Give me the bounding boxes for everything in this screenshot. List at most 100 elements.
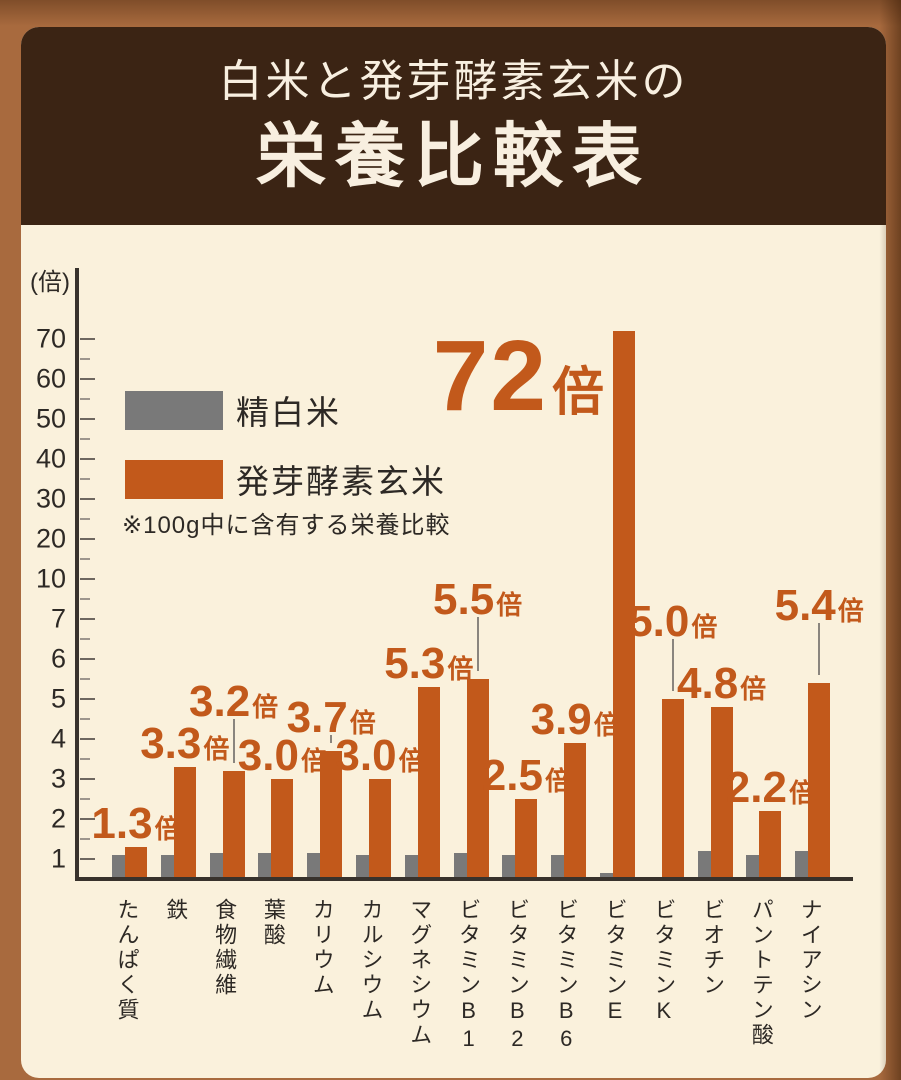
y-tick-major [80,458,95,460]
bar-white-rice [258,853,274,879]
bar-brown-rice [710,707,733,879]
legend-label-brown-rice: 発芽酵素玄米 [236,463,446,500]
y-tick-major [80,498,95,500]
bar-value-label: 2.5 倍 [481,751,571,801]
highlight-value-label: 72 倍 [432,320,604,432]
bar-white-rice [600,873,615,879]
y-tick-minor [80,358,90,360]
header: 白米と発芽酵素玄米の 栄養比較表 [21,27,886,225]
y-tick-label: 20 [35,523,66,554]
category-label: ビタミンE [602,898,628,1026]
category-label: マグネシウム [407,898,433,1048]
bar-white-rice [356,855,371,879]
y-tick-label: 7 [50,603,66,634]
category-label: カリウム [309,898,335,998]
bar-value-label: 3.0 倍 [335,731,425,781]
bar-value-label: 3.7 倍 [286,693,376,743]
bar-value-label: 1.3 倍 [91,799,181,849]
bar-white-rice [502,855,518,879]
y-tick-label: 5 [50,683,66,714]
bar-brown-rice [271,779,294,879]
bar-brown-rice [564,743,587,879]
page-title: 栄養比較表 [256,116,651,195]
label-connector-line [476,617,479,671]
y-tick-major [80,738,95,740]
y-tick-label: 3 [50,763,66,794]
y-axis-unit-label: (倍) [30,269,70,296]
label-connector-line [232,719,235,763]
bar-brown-rice [515,799,538,879]
category-label: 食物繊維 [212,898,238,998]
bar-white-rice [112,855,127,879]
bar-value-label: 3.2 倍 [189,677,279,727]
y-tick-major [80,578,95,580]
category-label: ビタミンB6 [553,898,579,1054]
bar-brown-rice [759,811,782,879]
content-panel: 白米と発芽酵素玄米の 栄養比較表 [21,27,886,1078]
bar-value-label: 4.8 倍 [677,659,767,709]
y-tick-label: 10 [35,563,66,594]
bar-brown-rice [320,751,343,879]
label-connector-line [818,623,821,675]
bar-value-label: 5.0 倍 [628,597,718,647]
bar-brown-rice [808,683,831,879]
bar-brown-rice [369,779,391,879]
bar-white-rice [209,853,225,879]
legend-item-brown-rice: 発芽酵素玄米 [125,455,446,503]
y-tick-major [80,538,95,540]
bar-value-label: 3.0 倍 [237,731,327,781]
bar-white-rice [697,851,713,879]
category-label: 鉄 [163,898,189,923]
y-tick-major [80,658,95,660]
bar-brown-rice [613,331,635,879]
bar-white-rice [307,853,323,879]
category-label: 葉酸 [260,898,286,948]
y-tick-label: 2 [50,803,66,834]
y-tick-minor [80,558,90,560]
title-subtitle: 白米と発芽酵素玄米の [218,56,689,106]
y-tick-minor [80,758,90,760]
y-axis-line [75,268,79,881]
y-tick-major [80,378,95,380]
category-label: ビタミンK [651,898,677,1026]
bar-white-rice [404,855,420,879]
y-tick-major [80,818,95,820]
bar-value-label: 5.4 倍 [774,581,864,631]
y-tick-major [80,778,95,780]
legend-swatch-brown-rice [125,459,223,499]
y-tick-minor [80,518,90,520]
category-label: たんぱく質 [114,898,140,1023]
category-label: ビタミンB1 [456,898,482,1054]
y-tick-minor [80,838,90,840]
y-tick-label: 4 [50,723,66,754]
bar-brown-rice [125,847,147,879]
x-axis-line [75,877,853,881]
y-tick-minor [80,718,90,720]
legend: 精白米 発芽酵素玄米 [125,386,446,503]
y-tick-major [80,338,95,340]
bar-white-rice [746,855,762,879]
y-tick-minor [80,798,90,800]
y-tick-label: 60 [35,363,66,394]
category-label: ビタミンB2 [504,898,530,1054]
bar-value-label: 5.5 倍 [433,575,523,625]
label-connector-line [330,735,333,743]
label-connector-line [671,639,674,691]
y-tick-label: 70 [35,323,66,354]
bar-value-label: 2.2 倍 [725,763,815,813]
y-tick-minor [80,638,90,640]
bar-brown-rice [661,699,684,879]
category-label: ナイアシン [797,898,823,1023]
y-tick-major [80,858,95,860]
y-tick-minor [80,398,90,400]
bar-value-label: 3.9 倍 [530,695,620,745]
category-label: カルシウム [358,898,384,1023]
y-tick-major [80,698,95,700]
bar-brown-rice [417,687,440,879]
footnote: ※100g中に含有する栄養比較 [122,512,451,539]
y-tick-minor [80,478,90,480]
y-tick-label: 1 [50,843,66,874]
category-label: パントテン酸 [748,898,774,1048]
